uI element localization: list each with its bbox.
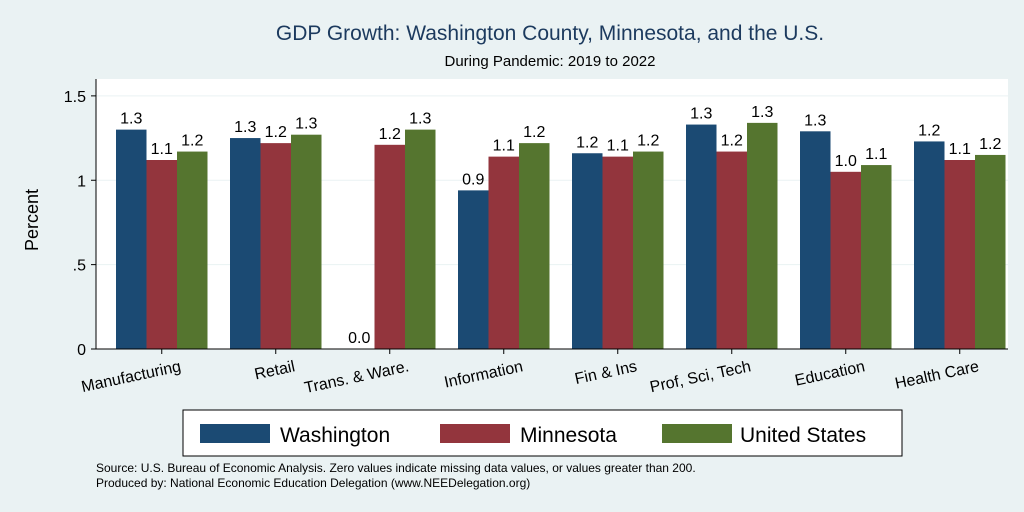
bar (405, 129, 436, 349)
data-label: 1.1 (949, 141, 971, 158)
data-label: 1.3 (234, 119, 256, 136)
bar (975, 154, 1006, 349)
data-label: 1.2 (918, 122, 940, 139)
data-label: 1.3 (751, 104, 773, 121)
data-label: 0.0 (348, 330, 370, 347)
legend: Washington Minnesota United States (182, 409, 903, 457)
bar (260, 143, 291, 349)
data-label: 1.2 (576, 134, 598, 151)
bar (146, 160, 177, 349)
bar (633, 151, 664, 349)
data-label: 1.2 (979, 136, 1001, 153)
bar (602, 156, 633, 349)
bar (177, 151, 208, 349)
bar (830, 171, 861, 349)
data-label: 1.1 (493, 138, 515, 155)
data-label: 1.3 (804, 112, 826, 129)
y-tick-label: 1.5 (64, 89, 86, 106)
y-axis-ticks: 0 .5 1 1.5 (64, 89, 96, 359)
legend-swatch-minnesota (440, 424, 510, 443)
bar (572, 153, 603, 349)
data-label: 1.3 (409, 111, 431, 128)
y-tick-label: 1 (77, 173, 86, 190)
data-label: 1.2 (637, 133, 659, 150)
data-label: 1.2 (379, 126, 401, 143)
legend-swatch-washington (200, 424, 270, 443)
bar (374, 144, 405, 349)
data-label: 1.2 (181, 133, 203, 150)
produced-by-note: Produced by: National Economic Education… (96, 476, 530, 490)
bar (230, 138, 261, 349)
bar (686, 124, 717, 349)
data-label: 1.1 (865, 146, 887, 163)
data-label: 1.3 (295, 116, 317, 133)
bar (519, 143, 550, 349)
bar (116, 129, 147, 349)
bar (747, 122, 778, 349)
bar (861, 165, 892, 349)
data-label: 1.2 (721, 133, 743, 150)
data-label: 1.2 (265, 124, 287, 141)
legend-label-united-states: United States (740, 424, 866, 447)
legend-swatch-united-states (662, 424, 732, 443)
bar (914, 141, 945, 349)
y-axis-label: Percent (22, 189, 42, 251)
bars (116, 122, 1006, 349)
bar (800, 131, 831, 349)
data-label: 1.3 (120, 111, 142, 128)
chart-subtitle: During Pandemic: 2019 to 2022 (445, 53, 656, 70)
bar (944, 160, 975, 349)
data-labels: 1.3 1.1 1.2 1.3 1.2 1.3 0.0 1.2 1.3 0.9 1.1 1.2 1.2 1… (120, 104, 1001, 347)
y-tick-label: .5 (73, 258, 86, 275)
bar (291, 134, 322, 349)
source-note: Source: U.S. Bureau of Economic Analysis… (96, 461, 696, 475)
data-label: 1.1 (151, 141, 173, 158)
data-label: 0.9 (462, 171, 484, 188)
legend-label-washington: Washington (280, 424, 390, 447)
y-tick-label: 0 (77, 342, 86, 359)
data-label: 1.1 (607, 138, 629, 155)
data-label: 1.0 (835, 153, 857, 170)
chart-title: GDP Growth: Washington County, Minnesota… (276, 22, 824, 45)
bar (458, 190, 489, 349)
legend-label-minnesota: Minnesota (520, 424, 617, 447)
data-label: 1.3 (690, 106, 712, 123)
bar (488, 156, 519, 349)
data-label: 1.2 (523, 124, 545, 141)
legend-box (182, 409, 903, 457)
bar (716, 151, 747, 349)
